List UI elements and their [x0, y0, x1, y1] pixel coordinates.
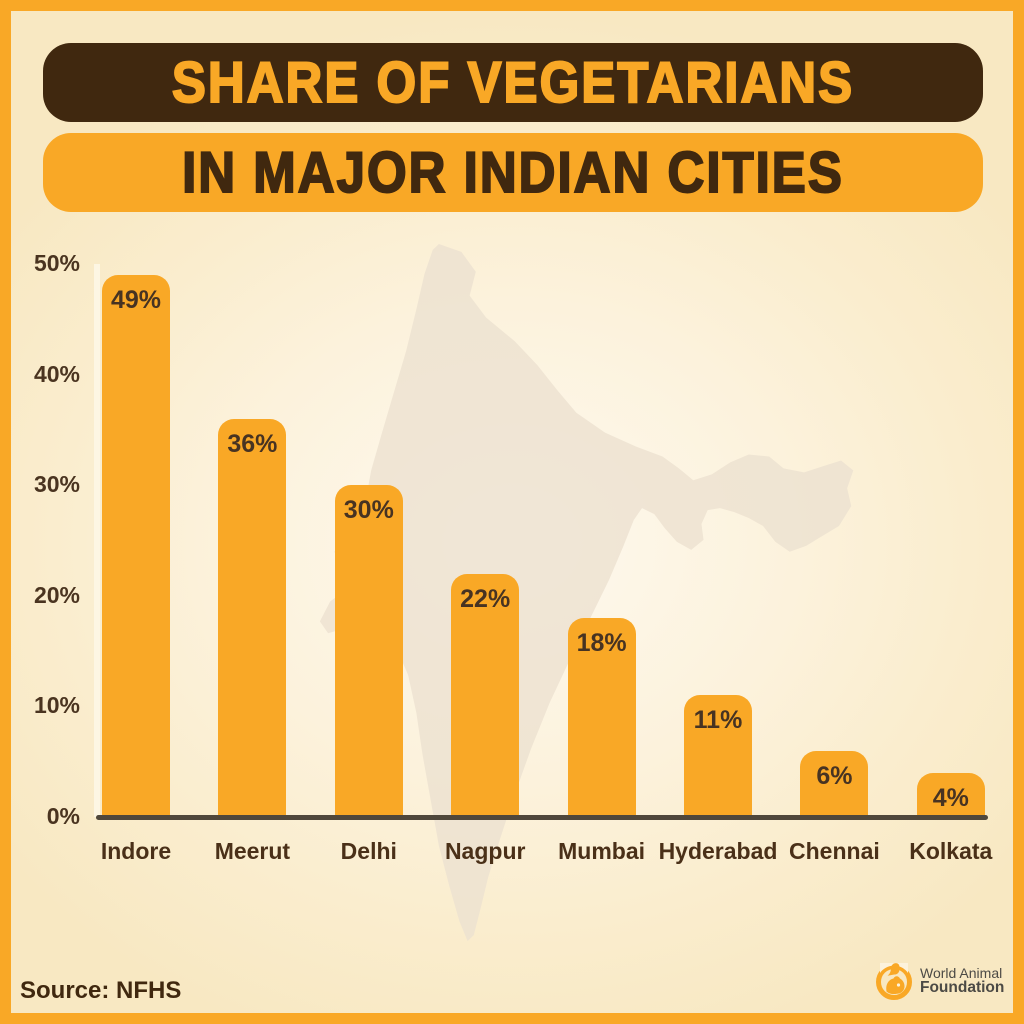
- title-banner-bottom: IN MAJOR INDIAN CITIES: [43, 133, 983, 212]
- logo-name-line2: Foundation: [920, 979, 1005, 997]
- x-tick-label: Meerut: [214, 838, 291, 864]
- bar-value-label: 18%: [576, 629, 627, 657]
- title-line-1: SHARE OF VEGETARIANS: [171, 50, 855, 116]
- source-text: Source: NFHS: [20, 977, 182, 1004]
- bar-mumbai: 18%: [567, 618, 636, 817]
- x-tick-label: Nagpur: [444, 838, 526, 864]
- bar-value-label: 11%: [693, 706, 743, 734]
- bar-delhi: 30%: [334, 485, 403, 817]
- x-tick-label: Indore: [100, 838, 172, 864]
- bar-indore: 49%: [102, 275, 170, 817]
- waf-logo: World Animal Foundation: [874, 961, 1004, 1001]
- y-tick-label: 10%: [33, 692, 80, 719]
- y-tick-label: 20%: [33, 581, 80, 608]
- bar-kolkata: 4%: [916, 773, 985, 817]
- bar-meerut: 36%: [218, 419, 287, 817]
- bar-value-label: 6%: [816, 762, 853, 790]
- bar-nagpur: 22%: [451, 574, 520, 817]
- x-tick-label: Hyderabad: [658, 838, 778, 864]
- x-tick-label: Mumbai: [558, 838, 646, 864]
- bar-hyderabad: 11%: [684, 695, 752, 817]
- x-tick-label: Chennai: [789, 838, 880, 864]
- bar-chennai: 6%: [800, 751, 869, 817]
- y-tick-label: 0%: [46, 803, 80, 829]
- title-banner-top: SHARE OF VEGETARIANS: [43, 43, 983, 122]
- x-axis-line: [96, 815, 988, 820]
- y-tick-label: 50%: [33, 250, 80, 276]
- x-tick-label: Delhi: [340, 838, 397, 864]
- bar-value-label: 49%: [110, 286, 162, 314]
- y-tick-label: 40%: [33, 360, 80, 387]
- y-axis-line: [94, 264, 100, 817]
- bar-value-label: 4%: [932, 784, 969, 812]
- logo-name-line1: World Animal: [920, 964, 1003, 981]
- bar-value-label: 36%: [227, 430, 278, 458]
- bar-value-label: 22%: [460, 585, 511, 613]
- title-line-2: IN MAJOR INDIAN CITIES: [181, 140, 844, 206]
- x-tick-label: Kolkata: [909, 838, 993, 864]
- bird-and-dog-circle-icon: [876, 963, 912, 1000]
- y-tick-label: 30%: [33, 471, 80, 498]
- logo-text: World Animal Foundation: [920, 964, 1005, 997]
- bar-value-label: 30%: [343, 496, 394, 524]
